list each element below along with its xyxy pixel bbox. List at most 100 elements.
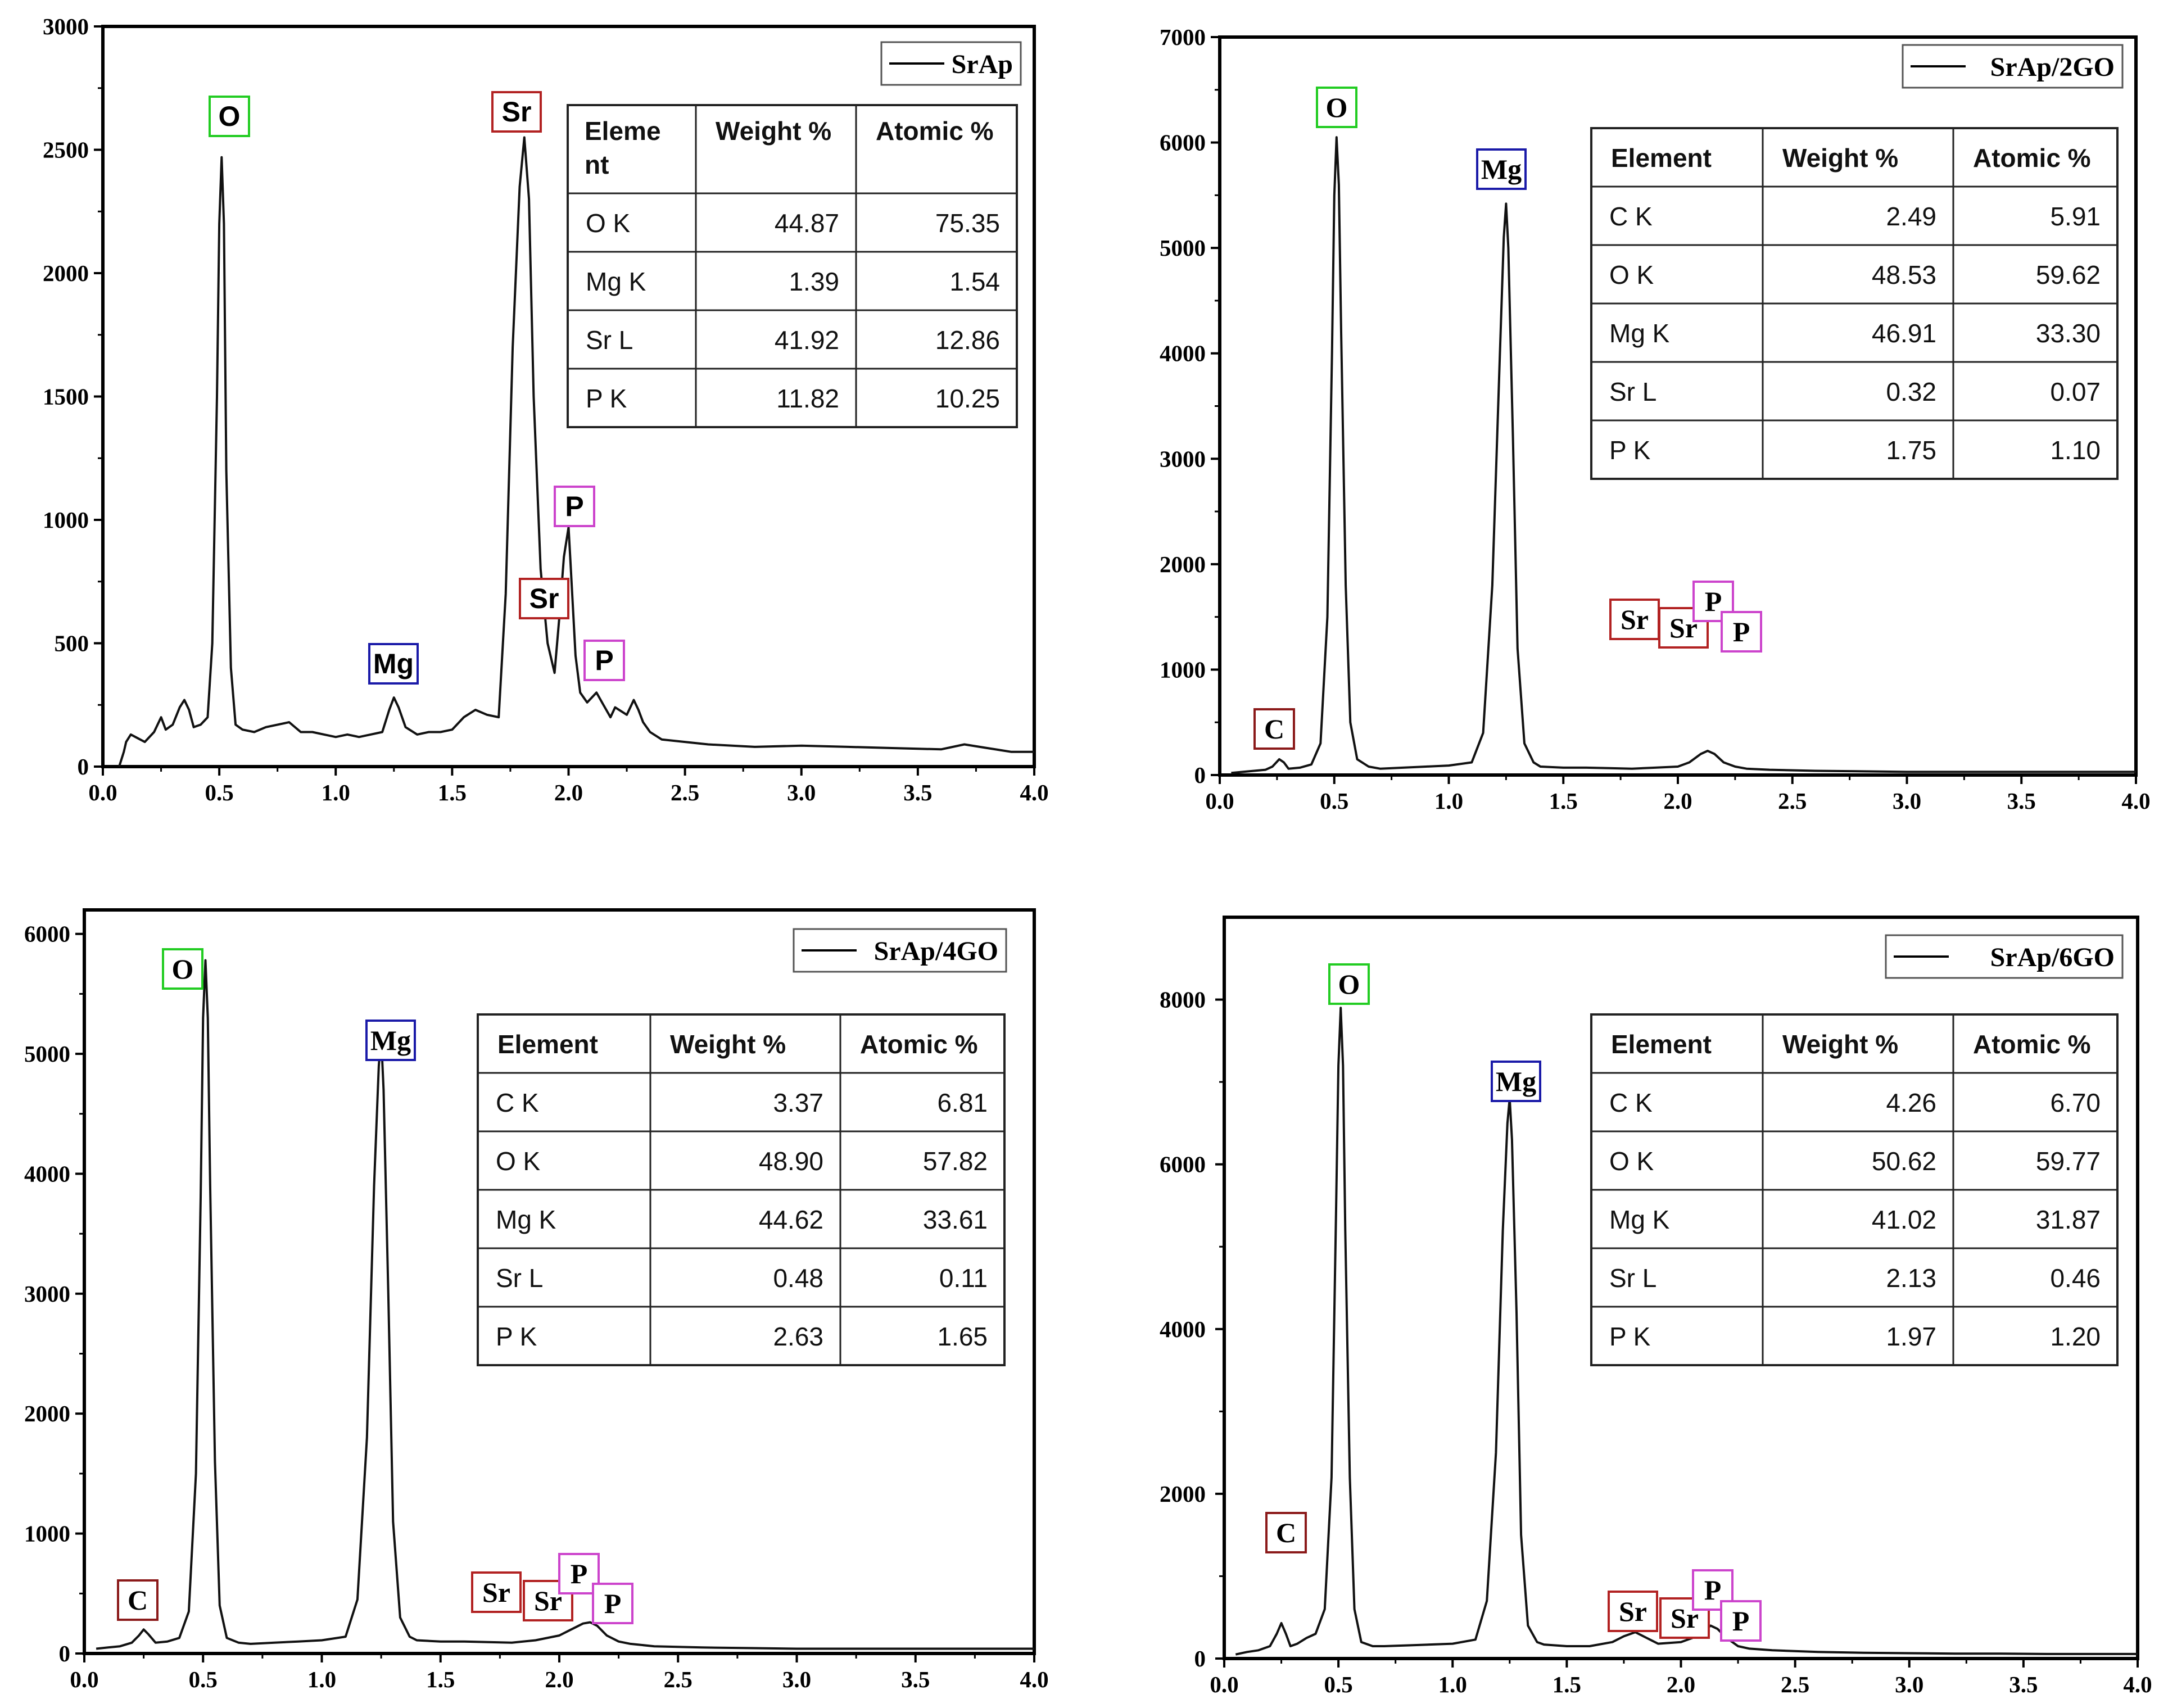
x-tick-label: 2.5 (671, 780, 699, 805)
peak-label-mg: Mg (368, 643, 419, 685)
table-cell-value: 3.37 (773, 1088, 823, 1117)
peak-label-o: O (162, 948, 203, 990)
x-tick-label: 1.0 (307, 1666, 336, 1692)
peak-label-sr: Sr (491, 91, 542, 133)
x-tick-label: 3.0 (782, 1666, 811, 1692)
peak-label-text: P (595, 645, 613, 676)
table-cell-element: O K (496, 1147, 541, 1176)
peak-label-box (1608, 1591, 1658, 1632)
table-cell-value: 11.82 (776, 384, 839, 413)
table-border (567, 104, 1018, 428)
peak-label-c: C (117, 1579, 159, 1621)
peak-label-box (365, 1020, 416, 1061)
peak-label-sr: Sr (1659, 1597, 1710, 1639)
table-row: Mg K 44.62 33.61 (496, 1205, 988, 1234)
y-tick-label: 0 (59, 1641, 71, 1666)
table-cell-value: 59.77 (2036, 1147, 2101, 1176)
peak-label-c: C (1253, 708, 1295, 750)
x-tick-label: 1.0 (1434, 788, 1463, 814)
table-cell-value: 1.39 (789, 267, 839, 296)
legend: SrAp/4GO (793, 928, 1007, 973)
composition-table: Eleme nt Weight % Atomic % O K 44.87 75.35 Mg K… (567, 104, 1018, 428)
table-cell-value: 12.86 (935, 325, 1000, 355)
table-cell-element: Mg K (1609, 319, 1670, 348)
composition-table: Element Weight % Atomic % C K 2.49 5.91 O K 48.… (1590, 127, 2119, 480)
y-tick-label: 0 (78, 754, 89, 780)
peak-label-box (368, 643, 419, 685)
table-row: Sr L 0.48 0.11 (496, 1263, 988, 1293)
peak-label-p: P (583, 640, 625, 681)
y-tick-label: 8000 (1160, 987, 1206, 1013)
peak-label-text: P (571, 1558, 588, 1589)
x-tick-label: 2.0 (1667, 1671, 1695, 1697)
y-tick-label: 3000 (1160, 446, 1206, 472)
y-tick-label: 6000 (24, 921, 70, 947)
table-cell-element: Mg K (496, 1205, 556, 1234)
peak-label-text: C (128, 1584, 148, 1616)
y-tick-label: 2500 (43, 137, 89, 163)
y-tick-label: 7000 (1160, 24, 1206, 50)
peak-label-p: P (1721, 611, 1762, 653)
peak-label-text: O (219, 101, 241, 132)
table-row: Sr L 41.92 12.86 (586, 325, 1000, 355)
y-tick-label: 2000 (1160, 551, 1206, 577)
x-tick-label: 3.5 (901, 1666, 930, 1692)
table-header-cell: Eleme (585, 116, 661, 146)
table-cell-value: 1.54 (949, 267, 1000, 296)
table-cell-value: 0.32 (1886, 377, 1936, 406)
peak-label-mg: Mg (365, 1020, 416, 1061)
y-tick-label: 4000 (24, 1161, 70, 1186)
x-tick-label: 0.5 (1324, 1671, 1353, 1697)
table-cell-element: P K (1609, 436, 1651, 465)
x-tick-label: 0.0 (88, 780, 117, 805)
peak-label-sr: Sr (1608, 1591, 1658, 1632)
y-tick-label: 2000 (1160, 1481, 1206, 1507)
y-tick-label: 3000 (43, 13, 89, 39)
x-tick-label: 3.5 (2007, 788, 2036, 814)
table-row: P K 1.75 1.10 (1609, 436, 2101, 465)
x-tick-label: 4.0 (2123, 1671, 2152, 1697)
y-tick-label: 3000 (24, 1281, 70, 1307)
table-cell-element: P K (586, 384, 627, 413)
peak-label-p: P (592, 1583, 633, 1624)
y-tick-label: 5000 (1160, 235, 1206, 261)
peak-label-box (1253, 708, 1295, 750)
composition-table: Element Weight % Atomic % C K 4.26 6.70 O K 50.… (1590, 1013, 2119, 1366)
peak-label-text: O (172, 953, 194, 985)
panel-srap: 0.0 0.5 1.0 1.5 2.0 2.5 3.0 3.5 4.0 0 500 1000 1500 2… (43, 13, 1049, 805)
x-tick-label: 3.5 (2009, 1671, 2038, 1697)
peak-label-box (1721, 611, 1762, 653)
peak-label-o: O (209, 96, 250, 137)
peak-label-sr: Sr (1658, 607, 1709, 649)
panel-srap-6go: 0.0 0.5 1.0 1.5 2.0 2.5 3.0 3.5 4.0 0 2000 4000 6000… (1160, 916, 2152, 1697)
x-tick-label: 3.0 (787, 780, 816, 805)
peak-label-box (1316, 87, 1357, 128)
peak-label-box (592, 1583, 633, 1624)
table-cell-element: Mg K (1609, 1205, 1670, 1234)
peak-label-box (1658, 607, 1709, 649)
table-row: O K 50.62 59.77 (1609, 1147, 2101, 1176)
table-header-cell: Element (497, 1030, 598, 1059)
series-line-srap (118, 136, 1034, 767)
table-cell-value: 33.61 (923, 1205, 988, 1234)
peak-label-sr: Sr (471, 1571, 522, 1613)
table-header-cell: Weight % (1782, 1030, 1898, 1059)
x-tick-label: 3.5 (903, 780, 932, 805)
table-header-cell: Weight % (1782, 143, 1898, 173)
table-cell-value: 1.97 (1886, 1322, 1936, 1351)
table-row: O K 48.90 57.82 (496, 1147, 988, 1176)
table-header-cell: Weight % (716, 116, 831, 146)
table-cell-value: 41.92 (775, 325, 839, 355)
table-cell-value: 0.48 (773, 1263, 823, 1293)
table-row: O K 48.53 59.62 (1609, 260, 2101, 289)
peak-label-box (1659, 1597, 1710, 1639)
peak-label-box (117, 1579, 159, 1621)
table-cell-value: 1.65 (937, 1322, 988, 1351)
peak-label-text: C (1276, 1517, 1296, 1548)
table-cell-value: 1.75 (1886, 436, 1936, 465)
peak-label-text: O (1326, 92, 1348, 123)
